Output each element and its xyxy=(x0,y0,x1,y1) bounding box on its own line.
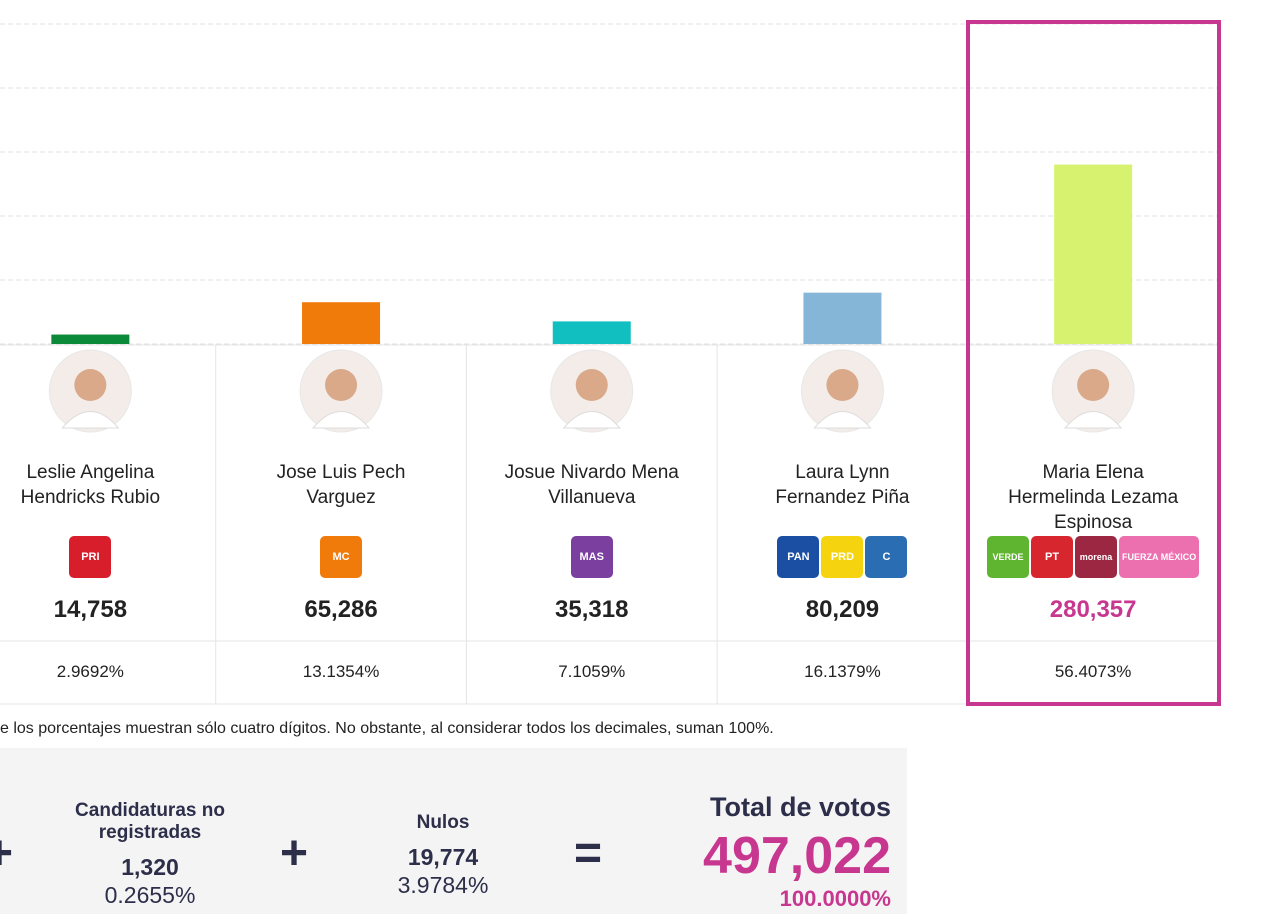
party-logo: MAS xyxy=(570,536,613,578)
party-logo: FUERZA MÉXICO xyxy=(1119,536,1200,578)
party-logo: PT xyxy=(1031,536,1074,578)
party-logo: VERDE xyxy=(987,536,1030,578)
photo-body xyxy=(61,411,120,429)
vote-count: 14,758 xyxy=(53,596,128,623)
party-logos: PAN PRD C xyxy=(722,536,962,578)
note: e los porcentajes muestran sólo cuatro d… xyxy=(0,720,774,737)
photo-body xyxy=(562,411,621,429)
photo-body xyxy=(1064,411,1123,429)
photo-face xyxy=(325,369,358,401)
plus: + xyxy=(280,827,309,880)
vote-percent: 2.9692% xyxy=(56,662,124,681)
unreg-label: Candidaturas no registradas xyxy=(75,800,225,843)
candidate-name: Leslie Angelina Hendricks Rubio xyxy=(20,462,161,508)
vote-count: 80,209 xyxy=(805,596,880,623)
party-logo: PAN xyxy=(777,536,820,578)
party-logo: morena xyxy=(1075,536,1118,578)
vote-percent: 16.1379% xyxy=(804,662,881,681)
vote-count: 280,357 xyxy=(1049,596,1137,623)
vote-count: 35,318 xyxy=(555,596,629,623)
candidate-name: Josue Nivardo Mena Villanueva xyxy=(504,462,679,508)
photo-face xyxy=(1077,369,1110,401)
null-label: Nulos xyxy=(416,812,470,833)
bar xyxy=(302,302,381,344)
party-logo: C xyxy=(865,536,908,578)
plus: + xyxy=(0,826,13,881)
photo-face xyxy=(575,369,608,401)
vote-percent: 7.1059% xyxy=(558,662,626,681)
unreg-pct: 0.2655% xyxy=(104,882,196,908)
candidate-name: Jose Luis Pech Varguez xyxy=(276,462,406,508)
bar xyxy=(552,321,631,344)
highlight-box xyxy=(966,20,1221,706)
party-logo: MC xyxy=(320,536,363,578)
party-logos: MAS xyxy=(472,536,712,578)
photo-face xyxy=(826,369,859,401)
party-logo: PRD xyxy=(821,536,864,578)
party-logo: PRI xyxy=(69,536,112,578)
summary-box: + Candidaturas no registradas 1,320 0.26… xyxy=(0,748,907,914)
bar xyxy=(803,292,882,344)
photo-face xyxy=(74,369,107,401)
unreg-votes: 1,320 xyxy=(121,854,179,880)
vote-percent: 13.1354% xyxy=(302,662,380,681)
photo-body xyxy=(311,411,371,429)
party-logos: PRI xyxy=(0,536,210,578)
candidate-name: Maria Elena Hermelinda Lezama Espinosa xyxy=(1008,462,1179,533)
total-label: Total de votos xyxy=(709,792,891,822)
equals: = xyxy=(574,827,603,880)
null-pct: 3.9784% xyxy=(397,872,489,898)
photo-body xyxy=(813,411,872,429)
vote-percent: 56.4073% xyxy=(1054,662,1132,681)
total-votes: 497,022 xyxy=(703,827,891,885)
party-logos: VERDE PT morena FUERZA MÉXICO xyxy=(973,536,1213,578)
vote-count: 65,286 xyxy=(304,596,378,623)
bar xyxy=(1054,164,1133,344)
bar xyxy=(51,334,130,344)
party-logos: MC xyxy=(221,536,461,578)
null-votes: 19,774 xyxy=(407,844,479,870)
total-pct: 100.0000% xyxy=(779,886,891,911)
candidate-name: Laura Lynn Fernandez Piña xyxy=(775,462,910,508)
